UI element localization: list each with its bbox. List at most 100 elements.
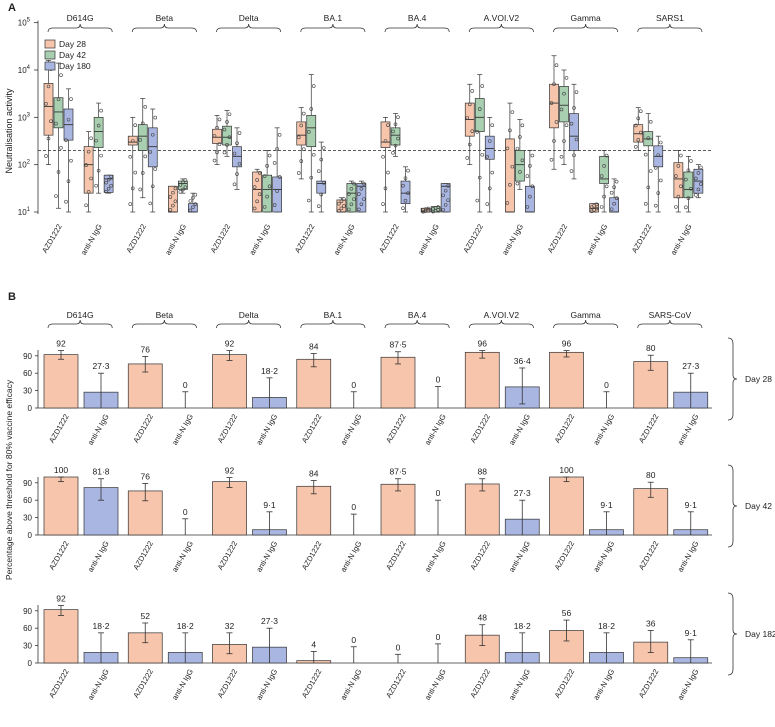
data-point: [646, 136, 651, 140]
data-point: [109, 174, 113, 179]
group-label-b: AZD1222: [553, 540, 577, 572]
group-label-b: anti-N IgG: [254, 667, 279, 701]
data-point: [173, 186, 178, 191]
data-point: [401, 206, 405, 211]
variant-brace-a: [47, 23, 113, 33]
data-label: 18·2: [177, 621, 194, 631]
y-tick-label-a: 103: [18, 112, 31, 122]
box: [306, 115, 317, 148]
data-point: [636, 116, 641, 121]
data-point: [311, 84, 316, 88]
data-point: [277, 175, 282, 179]
data-point: [44, 154, 48, 158]
data-point: [689, 159, 693, 163]
data-point: [574, 90, 579, 94]
data-point: [181, 187, 185, 192]
data-point: [316, 204, 321, 208]
data-point: [686, 196, 691, 200]
group-label-b: anti-N IgG: [170, 667, 195, 701]
data-point: [515, 146, 520, 151]
y-axis-title-b: Percentage above threshold for 80% vacci…: [4, 379, 14, 580]
data-point: [467, 102, 472, 107]
variant-brace-a: [468, 23, 534, 33]
data-point: [426, 206, 430, 211]
box: [380, 121, 391, 148]
variant-label-b: A.VOI.V2: [484, 310, 520, 320]
data-label: 76: [141, 471, 151, 481]
box: [400, 180, 411, 205]
data-point: [602, 194, 606, 199]
group-label-b: AZD1222: [216, 540, 240, 572]
data-point: [104, 189, 108, 194]
y-tick-label-b: 30: [23, 514, 32, 523]
data-point: [69, 158, 73, 163]
data-point: [99, 108, 103, 113]
data-point: [212, 134, 217, 138]
data-point: [232, 182, 237, 187]
panel-a-label: A: [8, 2, 16, 14]
data-point: [255, 178, 259, 182]
group-label-b: anti-N IgG: [339, 539, 364, 573]
box: [262, 174, 272, 213]
data-label: 0: [436, 488, 441, 498]
data-point: [352, 181, 356, 186]
data-point: [277, 133, 282, 137]
data-label: 18·2: [92, 621, 109, 631]
data-label: 0: [436, 375, 441, 385]
bar: [549, 351, 584, 409]
data-point: [89, 176, 93, 181]
legend-label: Day 42: [59, 50, 86, 60]
y-tick-label-b: 0: [28, 404, 33, 413]
group-label-b: anti-N IgG: [507, 667, 532, 701]
variant-brace-b: [553, 319, 619, 329]
data-point: [653, 203, 658, 208]
data-point: [133, 170, 138, 175]
data-point: [505, 201, 510, 205]
data-point: [299, 123, 304, 128]
data-point: [183, 178, 188, 182]
y-tick-label-a: 101: [18, 207, 31, 217]
data-point: [612, 201, 616, 206]
group-label-b: anti-N IgG: [591, 412, 616, 446]
data-point: [130, 186, 135, 191]
data-point: [311, 152, 316, 157]
data-point: [694, 193, 698, 197]
data-point: [296, 171, 301, 175]
y-tick-label-a: 104: [18, 65, 31, 75]
group-label-b: AZD1222: [637, 540, 661, 572]
data-point: [633, 123, 638, 128]
group-label-b: AZD1222: [384, 540, 408, 572]
y-tick-label-a: 102: [18, 160, 31, 170]
data-point: [674, 174, 678, 178]
box: [515, 150, 525, 182]
data-point: [339, 199, 344, 204]
data-point: [352, 197, 356, 201]
group-label-b: anti-N IgG: [591, 667, 616, 701]
data-point: [359, 187, 364, 191]
data-label: 88: [478, 467, 488, 477]
group-label-a: AZD1222: [209, 223, 233, 255]
data-point: [265, 194, 269, 199]
data-point: [319, 192, 324, 197]
group-label-b: anti-N IgG: [423, 412, 448, 446]
variant-label-a: Beta: [156, 13, 174, 23]
y-tick-label-b: 60: [23, 369, 32, 378]
data-point: [64, 138, 68, 142]
data-point: [477, 175, 482, 180]
data-point: [89, 136, 93, 141]
data-point: [262, 174, 267, 178]
data-point: [171, 190, 175, 195]
variant-label-a: A.VOI.V2: [484, 13, 520, 23]
data-point: [54, 194, 58, 198]
group-label-a: anti-N IgG: [416, 222, 441, 256]
data-point: [470, 89, 475, 93]
y-tick-label-b: 60: [23, 624, 32, 633]
data-label: 96: [478, 339, 488, 349]
data-point: [643, 152, 648, 157]
data-point: [235, 172, 239, 176]
data-point: [518, 135, 522, 139]
data-point: [485, 202, 490, 206]
variant-label-a: Gamma: [571, 13, 602, 23]
group-label-b: anti-N IgG: [423, 667, 448, 701]
data-point: [362, 181, 366, 186]
